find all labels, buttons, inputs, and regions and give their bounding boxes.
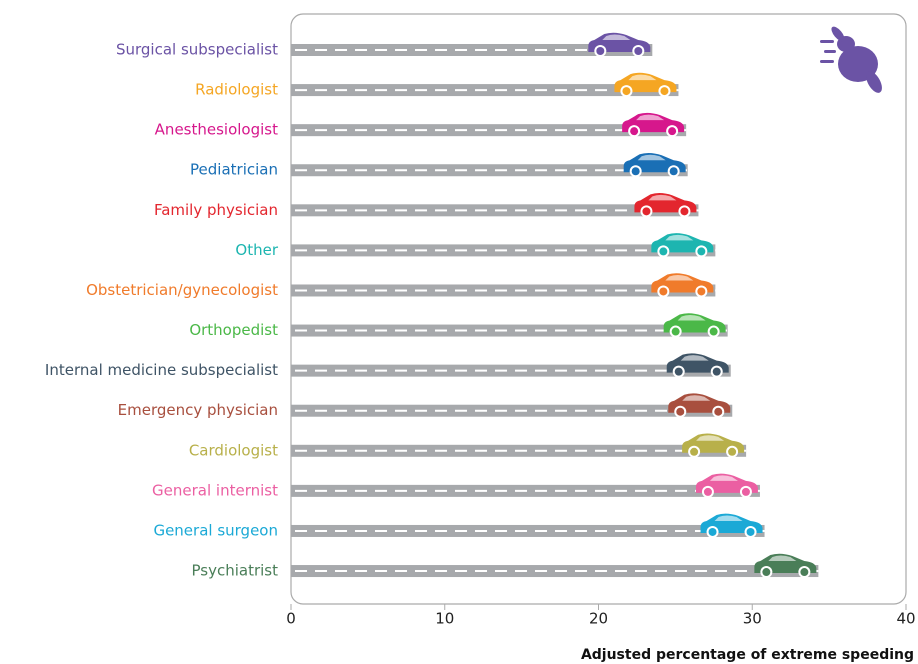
road xyxy=(291,404,733,417)
y-tick-label: Emergency physician xyxy=(118,401,278,419)
wheel-hub xyxy=(668,127,677,136)
car-window xyxy=(637,154,666,161)
y-tick-label: Cardiologist xyxy=(189,441,278,459)
wheel-hub xyxy=(630,127,639,136)
car-window xyxy=(696,435,725,441)
wheel-hub xyxy=(709,327,718,336)
wheel-hub xyxy=(634,47,643,55)
wheel-hub xyxy=(690,447,699,456)
car xyxy=(623,152,686,178)
x-tick-label: 20 xyxy=(589,610,608,628)
wheel-hub xyxy=(703,487,712,496)
wheel-hub xyxy=(708,527,717,536)
wheel-hub xyxy=(660,87,669,96)
x-tick-label: 40 xyxy=(896,610,915,628)
wheel-hub xyxy=(676,407,685,416)
car xyxy=(700,513,763,538)
y-tick-label: Obstetrician/gynecologist xyxy=(86,281,278,299)
y-tick-label: Orthopedist xyxy=(189,321,278,339)
wheel-hub xyxy=(746,527,755,536)
rabbit-icon xyxy=(820,26,882,93)
car xyxy=(588,32,651,57)
car xyxy=(663,313,726,338)
wheel-hub xyxy=(728,447,737,456)
wheel-hub xyxy=(800,568,809,577)
car xyxy=(695,473,758,498)
road xyxy=(291,364,731,377)
car xyxy=(754,553,817,579)
wheel-hub xyxy=(596,47,605,55)
car xyxy=(666,353,729,378)
car-window xyxy=(709,475,738,481)
car-window xyxy=(602,34,631,40)
road xyxy=(291,164,688,177)
car xyxy=(651,233,714,258)
car xyxy=(682,433,745,458)
wheel-hub xyxy=(622,87,631,96)
wheel-hub xyxy=(762,568,771,577)
wheel-hub xyxy=(631,167,640,176)
road xyxy=(291,565,819,578)
wheel-hub xyxy=(659,247,668,256)
car xyxy=(622,112,685,138)
y-tick-label: Psychiatrist xyxy=(192,562,279,580)
x-tick-label: 10 xyxy=(435,610,454,628)
y-tick-label: Radiologist xyxy=(195,81,278,99)
road xyxy=(291,324,728,337)
car-window xyxy=(665,234,694,241)
car-window xyxy=(768,555,797,562)
wheel-hub xyxy=(712,367,721,376)
car-window xyxy=(636,114,665,121)
wheel-hub xyxy=(674,367,683,376)
car xyxy=(668,393,731,418)
car-window xyxy=(677,315,706,321)
car xyxy=(651,273,714,298)
y-tick-label: General surgeon xyxy=(153,521,278,539)
road xyxy=(291,44,653,56)
car-window xyxy=(714,515,743,521)
y-tick-label: Anesthesiologist xyxy=(155,121,278,139)
y-tick-label: General internist xyxy=(152,481,278,499)
y-tick-label: Surgical subspecialist xyxy=(116,41,278,59)
wheel-hub xyxy=(714,407,723,416)
road xyxy=(291,204,699,217)
wheel-hub xyxy=(741,487,750,496)
y-tick-label: Internal medicine subspecialist xyxy=(45,361,278,379)
wheel-hub xyxy=(671,327,680,336)
y-tick-label: Other xyxy=(235,241,278,259)
wheel-hub xyxy=(697,287,706,296)
plot-frame xyxy=(290,13,907,605)
y-tick-label: Family physician xyxy=(154,201,278,219)
car-window xyxy=(628,74,657,81)
car xyxy=(634,193,697,218)
road xyxy=(291,124,687,137)
x-axis-title: Adjusted percentage of extreme speeding xyxy=(581,647,914,663)
wheel-hub xyxy=(669,167,678,176)
car-window xyxy=(648,194,677,201)
y-tick-label: Pediatrician xyxy=(190,161,278,179)
x-tick-label: 0 xyxy=(286,610,296,628)
wheel-hub xyxy=(642,207,651,216)
car-window xyxy=(682,395,711,401)
wheel-hub xyxy=(659,287,668,296)
wheel-hub xyxy=(697,247,706,256)
car-window xyxy=(665,274,694,281)
car xyxy=(614,72,677,98)
wheel-hub xyxy=(680,207,689,216)
road xyxy=(291,524,765,537)
x-tick-label: 30 xyxy=(743,610,762,628)
car-window xyxy=(680,355,709,361)
